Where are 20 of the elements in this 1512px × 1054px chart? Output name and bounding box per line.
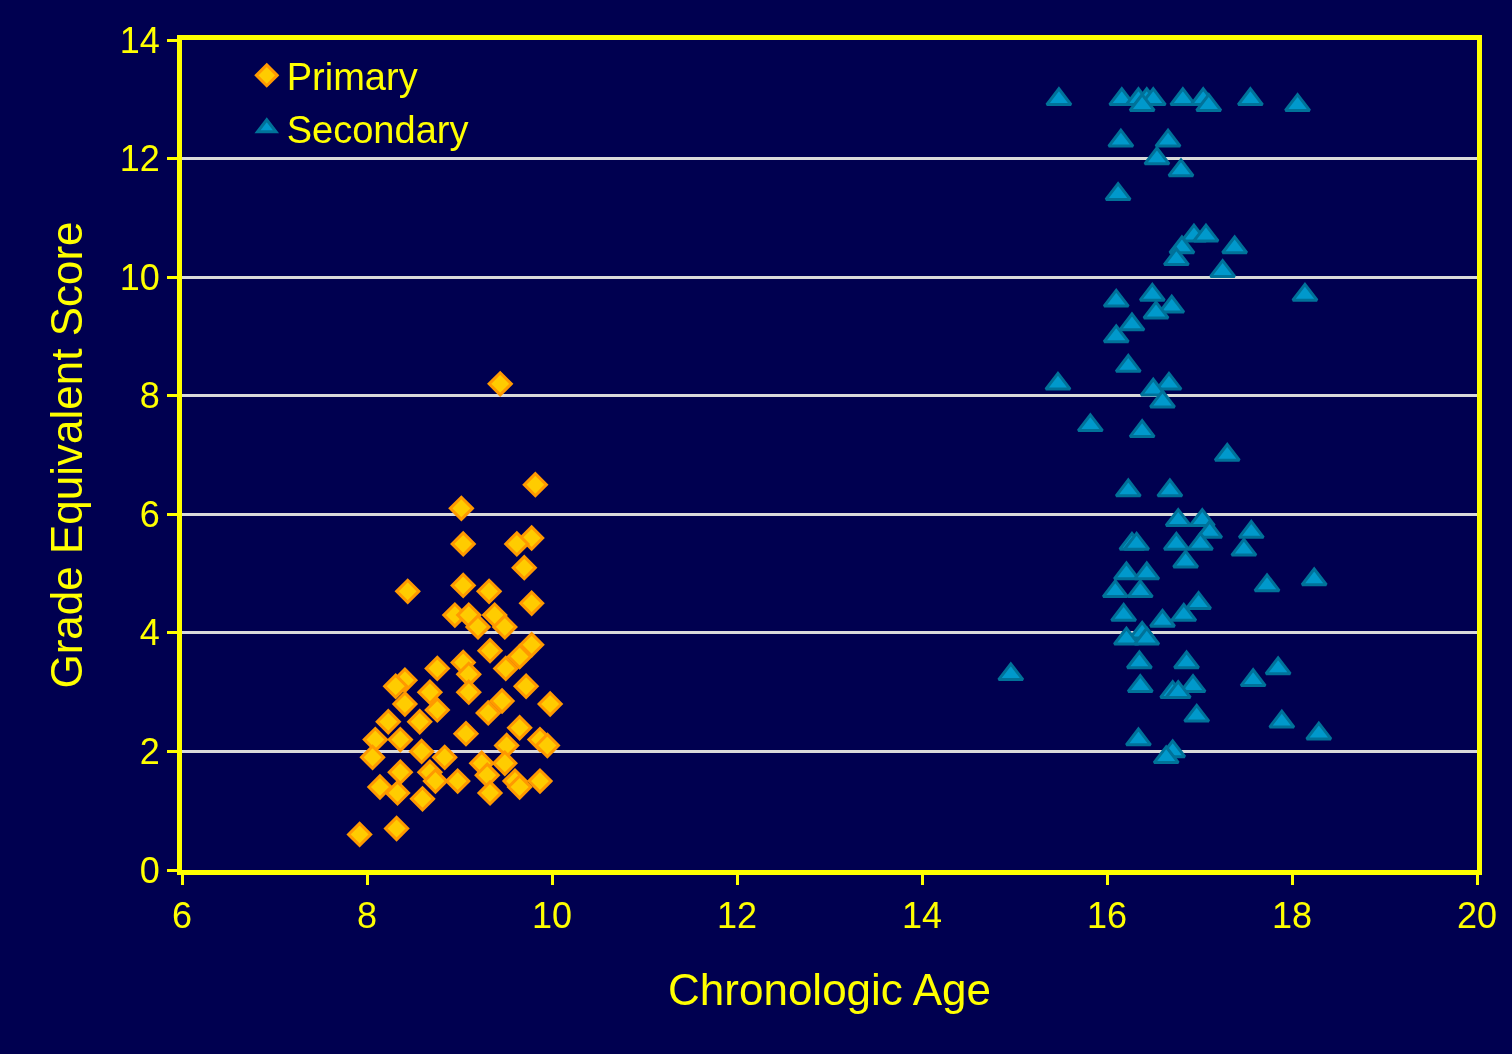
- x-tick-label: 10: [531, 895, 573, 937]
- y-axis-title: Grade Equivalent Score: [41, 221, 91, 689]
- x-tick-label: 20: [1456, 895, 1498, 937]
- legend-label: Secondary: [286, 108, 469, 151]
- y-tick-label: 12: [119, 138, 160, 180]
- x-tick-label: 16: [1086, 895, 1128, 937]
- x-tick-label: 8: [356, 895, 378, 937]
- y-tick-label: 4: [139, 612, 160, 654]
- y-tick-label: 10: [119, 256, 160, 298]
- y-tick-label: 14: [119, 19, 160, 61]
- y-tick-label: 8: [139, 375, 160, 417]
- x-tick-label: 12: [716, 895, 758, 937]
- legend-label: Primary: [286, 56, 418, 99]
- y-tick-label: 6: [139, 493, 160, 535]
- x-axis-title: Chronologic Age: [668, 964, 991, 1014]
- x-tick-label: 6: [171, 895, 193, 937]
- y-tick-label: 0: [139, 849, 160, 891]
- y-tick-label: 2: [139, 731, 160, 773]
- x-tick-label: 14: [901, 895, 943, 937]
- x-tick-label: 18: [1271, 895, 1313, 937]
